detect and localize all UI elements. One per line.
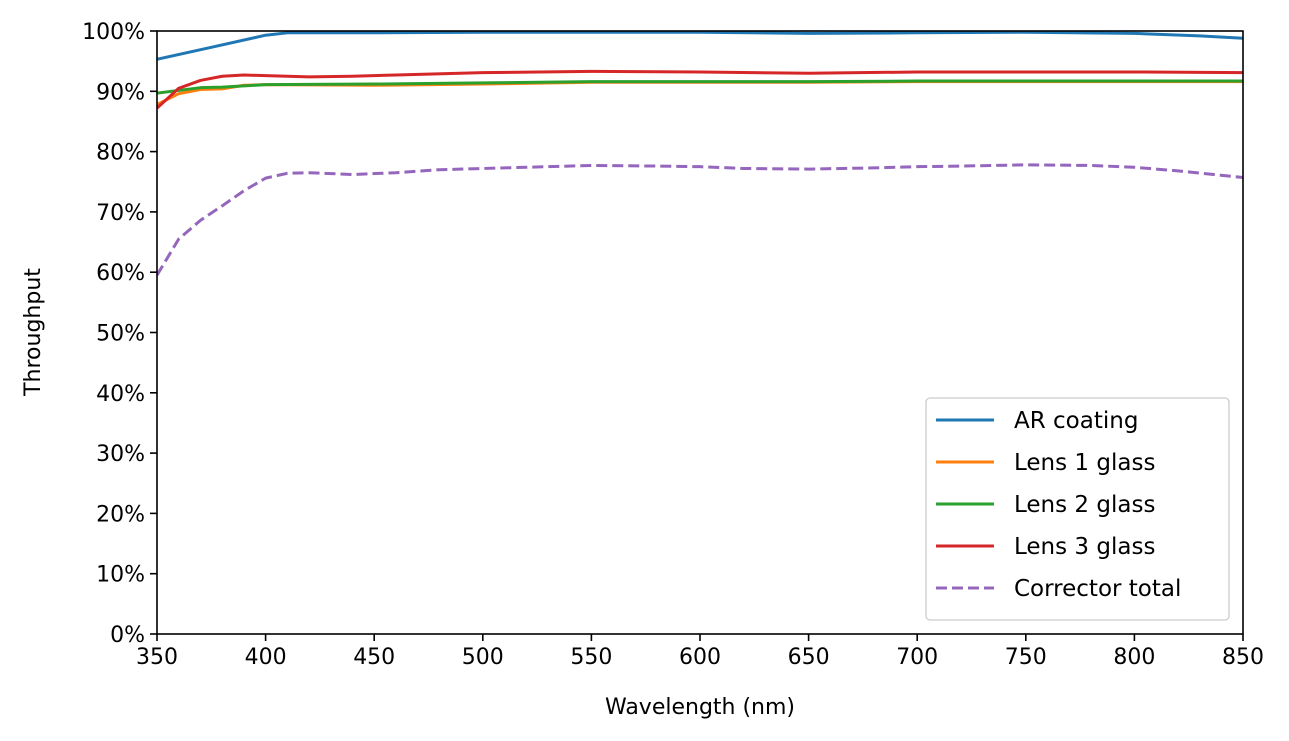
series-line-lens-2-glass — [157, 79, 1243, 95]
legend-label: Corrector total — [1014, 576, 1181, 602]
y-tick-label: 100% — [82, 20, 145, 45]
y-tick-label: 50% — [96, 322, 145, 347]
legend-box — [925, 397, 1230, 621]
series-line-lens-3-glass — [157, 69, 1243, 110]
y-tick-label: 30% — [96, 442, 145, 467]
y-tick-label: 90% — [96, 80, 145, 105]
series-line-corrector-total — [157, 163, 1243, 276]
x-tick-label: 700 — [896, 645, 938, 670]
x-axis-label: Wavelength (nm) — [605, 695, 795, 720]
x-tick-label: 750 — [1005, 645, 1047, 670]
y-tick-label: 80% — [96, 141, 145, 166]
y-tick-label: 60% — [96, 261, 145, 286]
x-tick-label: 650 — [788, 645, 830, 670]
y-tick-label: 40% — [96, 382, 145, 407]
series-line-ar-coating — [157, 30, 1243, 61]
x-tick-label: 450 — [353, 645, 395, 670]
x-tick-label: 350 — [136, 645, 178, 670]
y-tick-label: 70% — [96, 201, 145, 226]
x-tick-label: 400 — [245, 645, 287, 670]
x-tick-label: 500 — [462, 645, 504, 670]
legend-label: Lens 1 glass — [1014, 450, 1155, 476]
series-layer — [157, 30, 1243, 276]
axes-layer: 350 400 450 500 550 600 650 700 750 800 850 0% 10% 20… — [82, 20, 1264, 670]
y-tick-label: 20% — [96, 502, 145, 527]
y-axis-label: Throughput — [21, 268, 46, 397]
x-tick-label: 800 — [1113, 645, 1155, 670]
y-tick-label: 10% — [96, 563, 145, 588]
x-tick-label: 600 — [679, 645, 721, 670]
legend-label: AR coating — [1014, 408, 1138, 434]
legend-label: Lens 2 glass — [1014, 492, 1155, 518]
legend: AR coating Lens 1 glass Lens 2 glass Lens 3… — [925, 397, 1230, 621]
legend-label: Lens 3 glass — [1014, 534, 1155, 560]
y-tick-label: 0% — [110, 623, 145, 648]
x-tick-label: 550 — [570, 645, 612, 670]
x-tick-label: 850 — [1222, 645, 1264, 670]
